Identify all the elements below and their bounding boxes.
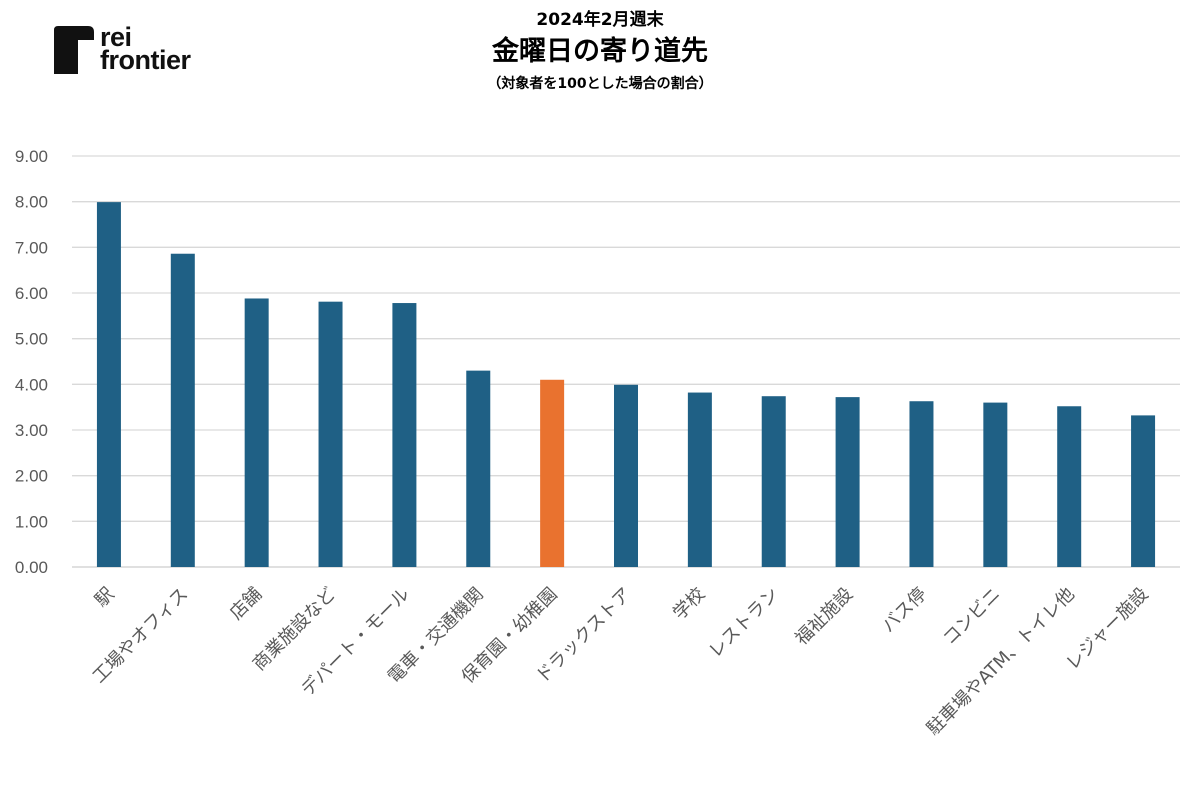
y-tick-label: 0.00: [15, 558, 48, 577]
bars: [96, 202, 1156, 567]
x-tick-label: 駅: [91, 584, 119, 612]
brand-name-line1: rei: [100, 22, 132, 52]
bar-2: [244, 298, 269, 567]
bar-9: [761, 396, 786, 567]
x-tick-label: 店舗: [226, 584, 266, 624]
bar-8: [687, 392, 712, 567]
y-tick-label: 6.00: [15, 284, 48, 303]
bar-0: [96, 202, 121, 567]
bar-7: [614, 384, 638, 567]
x-tick-label: コンビニ: [939, 584, 1005, 650]
bar-11: [909, 401, 934, 567]
brand-wordmark: rei frontier: [100, 22, 191, 75]
chart-header: 2024年2月週末 金曜日の寄り道先 （対象者を100とした場合の割合）: [0, 8, 1200, 94]
y-tick-label: 9.00: [15, 147, 48, 166]
chart-note: （対象者を100とした場合の割合）: [487, 76, 713, 92]
y-tick-label: 1.00: [15, 512, 48, 531]
bar-5: [466, 370, 491, 567]
x-tick-label: 福祉施設: [791, 584, 857, 650]
brand-logo: rei frontier: [54, 22, 191, 75]
x-tick-label: 学校: [669, 584, 709, 624]
x-tick-label: バス停: [878, 584, 931, 637]
x-tick-label: レストラン: [705, 584, 783, 662]
rei-frontier-logo-icon: [54, 26, 94, 74]
y-axis-ticks: 0.00 1.00 2.00 3.00 4.00 5.00 6.00 7.00 8.00 9.00: [15, 147, 48, 577]
bar-1: [170, 253, 195, 567]
bar-4: [392, 303, 417, 567]
y-tick-label: 3.00: [15, 421, 48, 440]
y-tick-label: 5.00: [15, 330, 48, 349]
y-tick-label: 2.00: [15, 467, 48, 486]
chart-title: 金曜日の寄り道先: [492, 36, 708, 67]
bar-3: [318, 301, 343, 567]
x-tick-label: 駐車場やATM、トイレ他: [923, 584, 1079, 740]
y-tick-label: 8.00: [15, 193, 48, 212]
bar-10: [835, 397, 860, 567]
chart-subtitle: 2024年2月週末: [536, 10, 664, 30]
y-tick-label: 7.00: [15, 238, 48, 257]
bar-6: [540, 379, 565, 567]
y-tick-label: 4.00: [15, 375, 48, 394]
brand-name-line2: frontier: [100, 45, 191, 75]
bar-13: [1057, 406, 1082, 567]
bar-12: [983, 402, 1008, 567]
bar-14: [1131, 415, 1156, 567]
